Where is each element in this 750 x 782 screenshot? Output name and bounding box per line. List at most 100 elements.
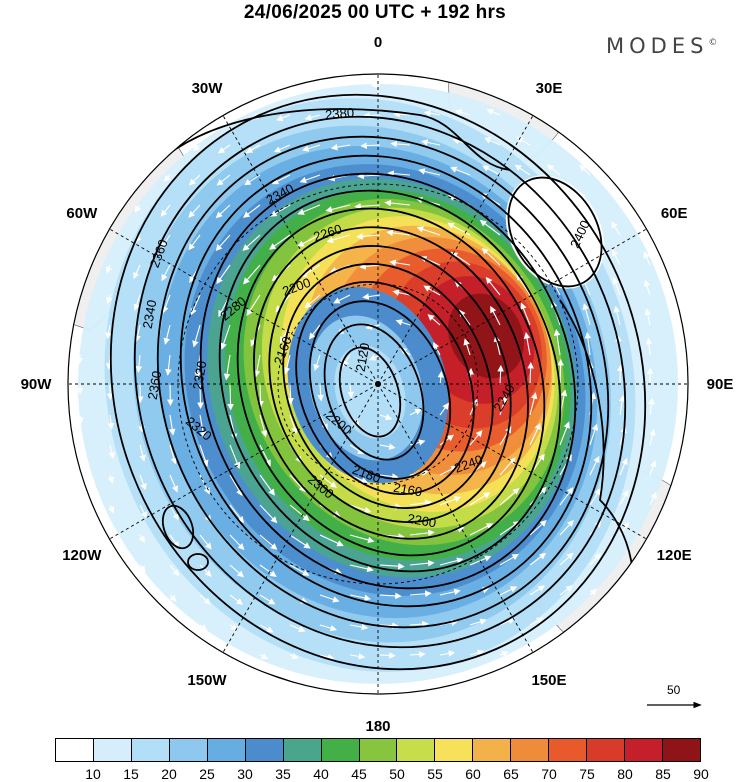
colorbar-tick-label: 10 [85, 766, 101, 782]
wind-vector [289, 414, 298, 435]
longitude-label: 150E [531, 672, 566, 689]
wind-vector [649, 491, 657, 506]
wind-vector [482, 165, 501, 176]
wind-vector [138, 534, 145, 543]
wind-vector [469, 523, 494, 536]
wind-vector [229, 444, 241, 470]
wind-vector [289, 564, 310, 576]
colorbar [55, 738, 701, 762]
wind-vector [439, 402, 449, 416]
wind-vector [499, 650, 509, 658]
geopotential-contour [139, 108, 511, 181]
wind-vector [439, 588, 461, 596]
wind-vector [409, 529, 435, 537]
wind-vector [582, 303, 591, 326]
wind-vector [479, 219, 501, 236]
wind-vector [395, 319, 411, 326]
wind-vector [529, 585, 545, 596]
map-boundary [67, 73, 689, 695]
wind-vector [409, 590, 432, 598]
wind-vector [619, 521, 629, 536]
wind-vector [499, 521, 521, 536]
wind-vector [259, 504, 278, 524]
geopotential-contour [559, 299, 634, 601]
meridian-line [377, 115, 534, 385]
longitude-label: 120W [62, 547, 102, 564]
wind-vector [134, 204, 142, 213]
wind-vector [271, 174, 291, 185]
wind-vector [484, 137, 501, 146]
wind-vector [553, 328, 561, 356]
wind-vector [389, 259, 411, 267]
wind-vector [77, 414, 84, 425]
wind-vector [302, 144, 321, 152]
contour-label: 2340 [140, 299, 160, 330]
brand-name: MODES [606, 34, 709, 58]
wind-vector [169, 594, 177, 602]
vector-scale-label: 50 [667, 683, 681, 697]
meridian-line [377, 383, 534, 653]
wind-vector [643, 279, 651, 296]
geopotential-contour [253, 226, 529, 540]
wind-vector [308, 324, 321, 340]
wind-vector [557, 358, 564, 386]
wind-vector [513, 191, 531, 206]
wind-vector [379, 562, 405, 570]
colorbar-tick-label: 25 [199, 766, 215, 782]
wind-vector [423, 285, 441, 296]
wind-vector [409, 651, 426, 658]
wind-vector [188, 234, 201, 251]
wind-vector [459, 309, 471, 326]
wind-vector [499, 586, 518, 596]
colorbar-tick-label: 50 [389, 766, 405, 782]
wind-vector [379, 473, 399, 480]
wind-vector [217, 144, 231, 154]
geopotential-contour [187, 553, 209, 571]
wind-vector [379, 592, 402, 600]
wind-vector [447, 222, 471, 236]
colorbar-tick-label: 80 [617, 766, 633, 782]
wind-vector [486, 108, 501, 116]
wind-vector [319, 534, 344, 547]
longitude-label: 180 [365, 718, 390, 735]
wind-vector [439, 434, 454, 446]
wind-vector [333, 294, 351, 304]
geopotential-contour [323, 323, 425, 461]
wind-vector [134, 324, 141, 343]
wind-vector [216, 264, 231, 285]
contour-label: 2380 [325, 105, 355, 122]
colorbar-swatch [56, 739, 94, 761]
wind-vector [547, 246, 561, 266]
wind-vector [589, 423, 599, 446]
wind-vector [244, 174, 261, 186]
wind-vector [439, 557, 464, 566]
wind-vector [612, 277, 621, 296]
wind-vector [643, 251, 651, 266]
wind-vector [199, 594, 211, 605]
wind-vector [289, 504, 310, 522]
wind-vector [216, 174, 231, 186]
geopotential-contour [218, 189, 562, 573]
wind-vector [160, 204, 171, 217]
geopotential-contour [156, 135, 610, 629]
geopotential-contours [109, 93, 647, 694]
wind-vector [297, 234, 321, 247]
brand-mark: © [708, 38, 718, 48]
wind-vector [313, 354, 321, 372]
wind-vector [349, 534, 375, 544]
wind-vector [253, 354, 261, 378]
wind-vector [454, 109, 471, 116]
wind-vector [107, 414, 115, 430]
wind-vector [589, 488, 601, 506]
pole-marker [375, 381, 381, 387]
wind-vector [105, 264, 113, 274]
wind-vector [379, 622, 399, 629]
wind-speed-shading [78, 84, 678, 684]
wind-vector [270, 204, 291, 217]
wind-vector [450, 251, 471, 266]
wind-vector [356, 233, 381, 240]
wind-vector [319, 624, 338, 632]
wind-vector [273, 144, 291, 153]
colorbar-swatch [549, 739, 588, 761]
contour-label: 2120 [353, 342, 373, 373]
